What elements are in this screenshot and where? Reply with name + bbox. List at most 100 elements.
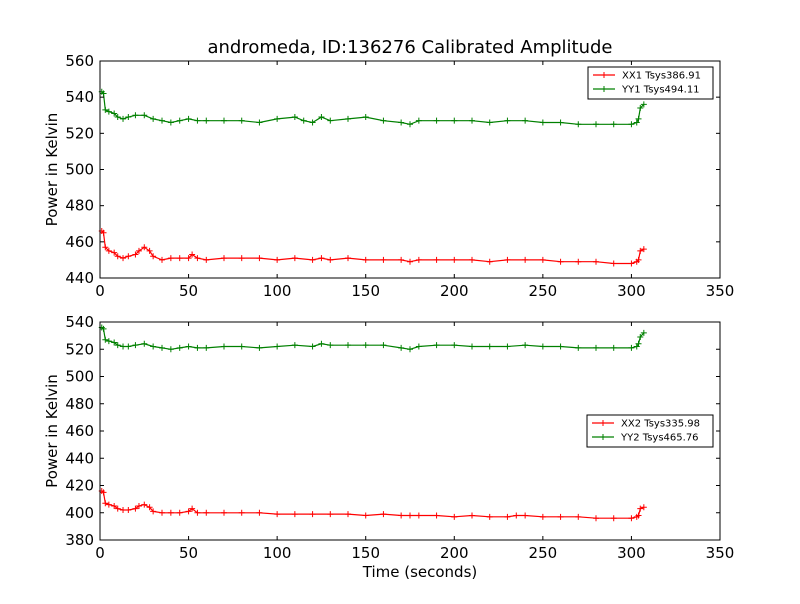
data-point <box>291 255 298 262</box>
data-point <box>407 258 413 265</box>
data-point <box>575 513 582 520</box>
data-point <box>146 504 153 511</box>
data-point <box>105 501 112 508</box>
data-point <box>274 256 281 263</box>
data-point <box>176 509 183 516</box>
data-point <box>451 117 458 124</box>
data-point <box>539 513 546 520</box>
x-tick-label: 250 <box>529 544 558 562</box>
data-point <box>309 256 316 263</box>
y-axis-label: Power in Kelvin <box>43 374 61 488</box>
data-point <box>415 343 422 350</box>
data-point <box>398 512 405 519</box>
data-point <box>415 512 422 519</box>
legend: XX1 Tsys386.91 YY1 Tsys494.11 <box>587 66 714 100</box>
data-point <box>146 247 153 254</box>
data-point <box>221 509 227 516</box>
data-point <box>345 511 351 518</box>
data-point <box>256 255 263 262</box>
x-tick-label: 200 <box>440 544 469 562</box>
data-point <box>557 513 564 520</box>
data-point <box>486 513 493 520</box>
data-point <box>176 117 183 124</box>
y-tick-label: 480 <box>65 197 94 215</box>
data-point <box>345 115 351 122</box>
data-point <box>274 511 281 518</box>
x-tick-label: 350 <box>706 282 735 300</box>
data-point <box>610 515 617 522</box>
y-tick-label: 400 <box>65 504 94 522</box>
y-tick-label: 460 <box>65 233 94 251</box>
y-tick-label: 420 <box>65 477 94 495</box>
data-point <box>327 342 334 349</box>
x-tick-label: 0 <box>95 544 105 562</box>
y-tick-label: 540 <box>65 88 94 106</box>
data-point <box>189 251 196 258</box>
data-point <box>327 256 334 263</box>
data-point <box>557 258 564 265</box>
data-point <box>203 344 210 351</box>
data-point <box>300 117 307 124</box>
y-tick-label: 500 <box>65 161 94 179</box>
data-point <box>469 256 475 263</box>
x-axis-label: Time (seconds) <box>362 563 478 581</box>
data-point <box>120 255 127 262</box>
data-point <box>640 246 647 253</box>
data-point <box>221 343 227 350</box>
data-point <box>557 119 564 126</box>
y-tick-label: 480 <box>65 395 94 413</box>
data-point <box>380 342 387 349</box>
data-point <box>132 251 139 258</box>
data-point <box>194 255 201 262</box>
data-point <box>105 338 112 345</box>
data-point <box>135 502 142 509</box>
data-point <box>380 511 387 518</box>
data-point <box>167 346 174 353</box>
data-point <box>415 117 422 124</box>
chart-title: andromeda, ID:136276 Calibrated Amplitud… <box>207 37 612 58</box>
data-point <box>141 244 148 251</box>
data-point <box>159 344 165 351</box>
data-point <box>469 512 475 519</box>
data-point <box>504 117 511 124</box>
x-tick-label: 50 <box>179 544 198 562</box>
data-point <box>120 507 127 514</box>
data-point <box>189 505 196 512</box>
x-tick-label: 300 <box>617 544 646 562</box>
data-point <box>415 256 422 263</box>
y-tick-label: 560 <box>65 52 94 70</box>
data-point <box>105 247 112 254</box>
x-tick-label: 150 <box>351 544 380 562</box>
data-point <box>593 515 599 522</box>
data-point <box>111 339 118 346</box>
data-point <box>309 343 316 350</box>
data-point <box>150 253 157 260</box>
y-tick-label: 540 <box>65 313 94 331</box>
data-point <box>102 106 109 113</box>
legend-marker <box>601 72 607 78</box>
data-point <box>575 258 582 265</box>
legend-item: YY2 Tsys465.76 <box>592 433 699 444</box>
data-point <box>100 229 107 236</box>
data-point <box>167 119 174 126</box>
data-point <box>102 244 109 251</box>
data-point <box>221 117 227 124</box>
data-point <box>469 117 475 124</box>
data-point <box>362 342 369 349</box>
data-point <box>539 256 546 263</box>
data-point <box>345 342 351 349</box>
data-point <box>628 344 635 351</box>
data-point <box>398 119 405 126</box>
y-tick-label: 500 <box>65 368 94 386</box>
data-point <box>132 112 139 119</box>
data-point <box>274 343 281 350</box>
data-point <box>486 258 493 265</box>
data-point <box>125 253 132 260</box>
data-point <box>327 511 334 518</box>
data-point <box>291 342 298 349</box>
data-point <box>185 508 192 515</box>
legend-item: YY1 Tsys494.11 <box>593 85 700 96</box>
series-1 <box>98 487 647 522</box>
data-point <box>203 509 210 516</box>
